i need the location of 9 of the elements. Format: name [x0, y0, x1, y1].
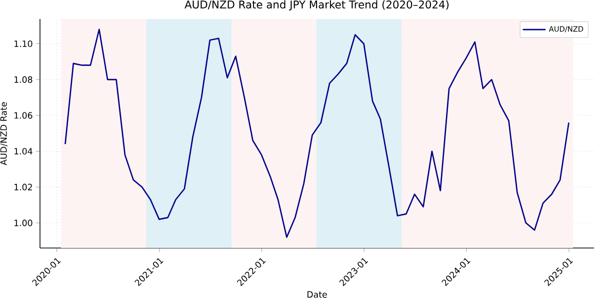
- chart-title: AUD/NZD Rate and JPY Market Trend (2020–2024): [184, 0, 449, 11]
- y-tick-label: 1.08: [14, 76, 32, 83]
- y-tick-label: 1.04: [14, 148, 32, 155]
- y-tick-label: 1.06: [14, 112, 32, 119]
- y-tick-label: 1.02: [14, 184, 32, 190]
- y-tick-label: 1.10: [14, 40, 32, 48]
- y-axis-title: AUD/NZD Rate: [0, 102, 8, 166]
- x-axis-title: Date: [308, 291, 327, 298]
- y-tick-label: 1.00: [14, 220, 32, 226]
